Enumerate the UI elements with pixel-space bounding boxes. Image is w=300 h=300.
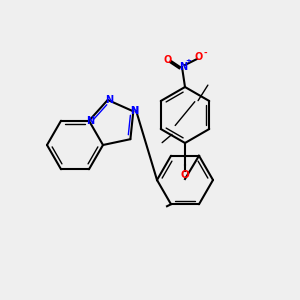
Text: N: N (86, 116, 94, 126)
Text: -: - (203, 49, 207, 58)
Text: N: N (105, 95, 113, 105)
Text: +: + (185, 58, 191, 64)
Text: O: O (195, 52, 203, 62)
Text: N: N (179, 62, 187, 72)
Text: N: N (130, 106, 138, 116)
Text: N: N (130, 106, 138, 116)
Text: O: O (164, 55, 172, 65)
Text: O: O (181, 170, 189, 180)
